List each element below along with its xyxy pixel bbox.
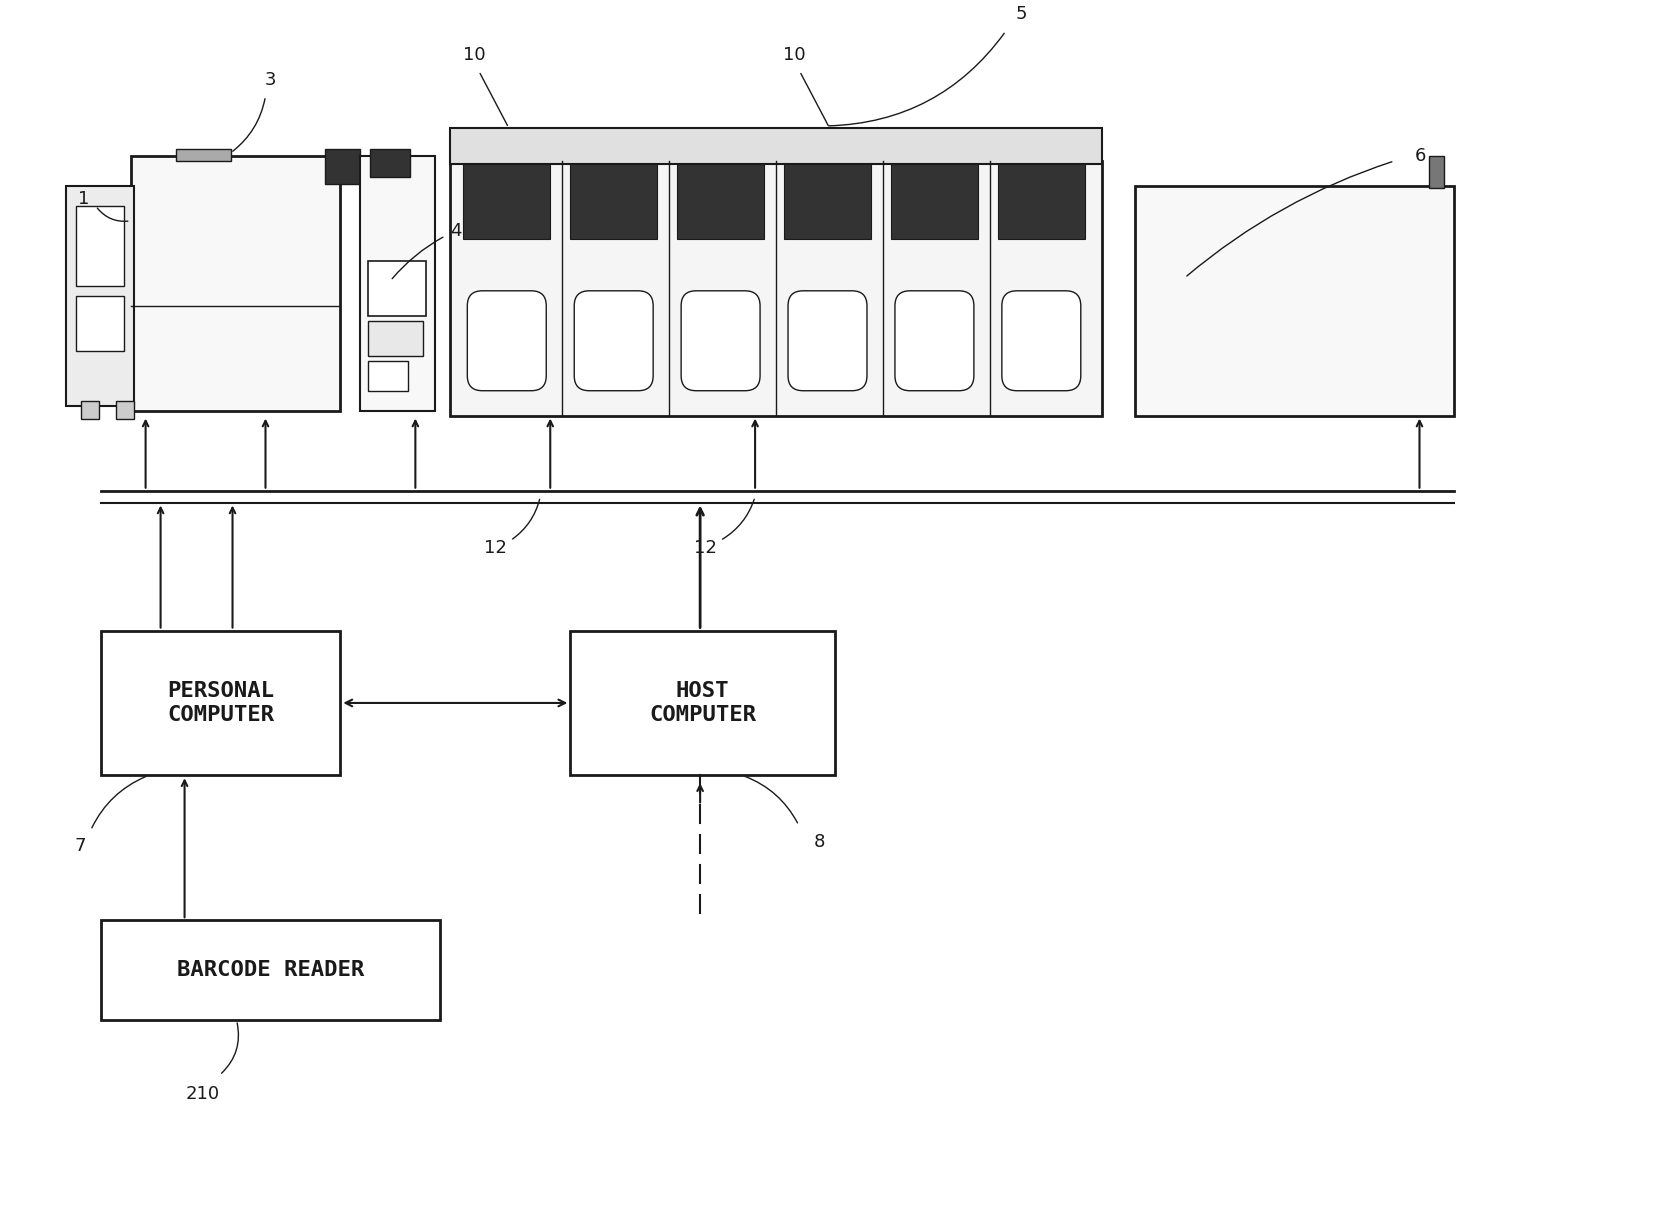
- Bar: [1134, 186, 1454, 416]
- Bar: [360, 155, 435, 411]
- Text: 10: 10: [462, 46, 485, 64]
- Bar: [325, 149, 360, 183]
- Bar: [599, 131, 621, 161]
- Text: 4: 4: [450, 221, 462, 240]
- Bar: [492, 131, 514, 161]
- Text: 6: 6: [1414, 147, 1425, 165]
- Bar: [370, 149, 410, 177]
- Text: PERSONAL
COMPUTER: PERSONAL COMPUTER: [167, 681, 274, 724]
- Bar: [570, 631, 835, 775]
- Bar: [80, 401, 99, 418]
- Bar: [890, 164, 977, 238]
- Bar: [570, 164, 657, 238]
- Bar: [460, 131, 482, 161]
- Bar: [887, 131, 910, 161]
- Text: 10: 10: [783, 46, 805, 64]
- Bar: [1026, 131, 1049, 161]
- Text: BARCODE READER: BARCODE READER: [177, 960, 365, 980]
- Text: 12: 12: [693, 538, 716, 556]
- Bar: [115, 401, 134, 418]
- Text: 8: 8: [813, 833, 825, 851]
- Bar: [706, 131, 728, 161]
- Bar: [674, 131, 696, 161]
- Text: 5: 5: [1014, 5, 1026, 23]
- Bar: [450, 128, 1101, 164]
- Text: 7: 7: [74, 838, 85, 855]
- FancyBboxPatch shape: [681, 291, 760, 390]
- Bar: [100, 920, 440, 1020]
- Text: 3: 3: [264, 71, 276, 89]
- Bar: [75, 205, 124, 286]
- Text: HOST
COMPUTER: HOST COMPUTER: [649, 681, 756, 724]
- Bar: [524, 131, 545, 161]
- Bar: [783, 164, 870, 238]
- Bar: [450, 161, 1101, 416]
- Bar: [75, 296, 124, 351]
- Bar: [176, 149, 231, 161]
- FancyBboxPatch shape: [895, 291, 974, 390]
- FancyBboxPatch shape: [788, 291, 867, 390]
- Text: 1: 1: [79, 190, 89, 208]
- Bar: [997, 164, 1084, 238]
- Bar: [1429, 155, 1444, 188]
- Bar: [100, 631, 340, 775]
- Bar: [463, 164, 550, 238]
- Bar: [130, 155, 340, 411]
- Bar: [994, 131, 1016, 161]
- Bar: [845, 131, 867, 161]
- Bar: [813, 131, 835, 161]
- FancyBboxPatch shape: [574, 291, 652, 390]
- Text: 12: 12: [483, 538, 507, 556]
- Bar: [65, 186, 134, 406]
- Bar: [567, 131, 589, 161]
- Bar: [1059, 131, 1081, 161]
- Bar: [920, 131, 942, 161]
- Bar: [631, 131, 652, 161]
- Bar: [368, 260, 427, 316]
- FancyBboxPatch shape: [1000, 291, 1081, 390]
- Bar: [781, 131, 803, 161]
- Bar: [678, 164, 763, 238]
- Bar: [738, 131, 760, 161]
- Bar: [368, 361, 408, 390]
- FancyBboxPatch shape: [467, 291, 545, 390]
- Text: 210: 210: [186, 1085, 219, 1103]
- Bar: [368, 320, 423, 356]
- Bar: [952, 131, 974, 161]
